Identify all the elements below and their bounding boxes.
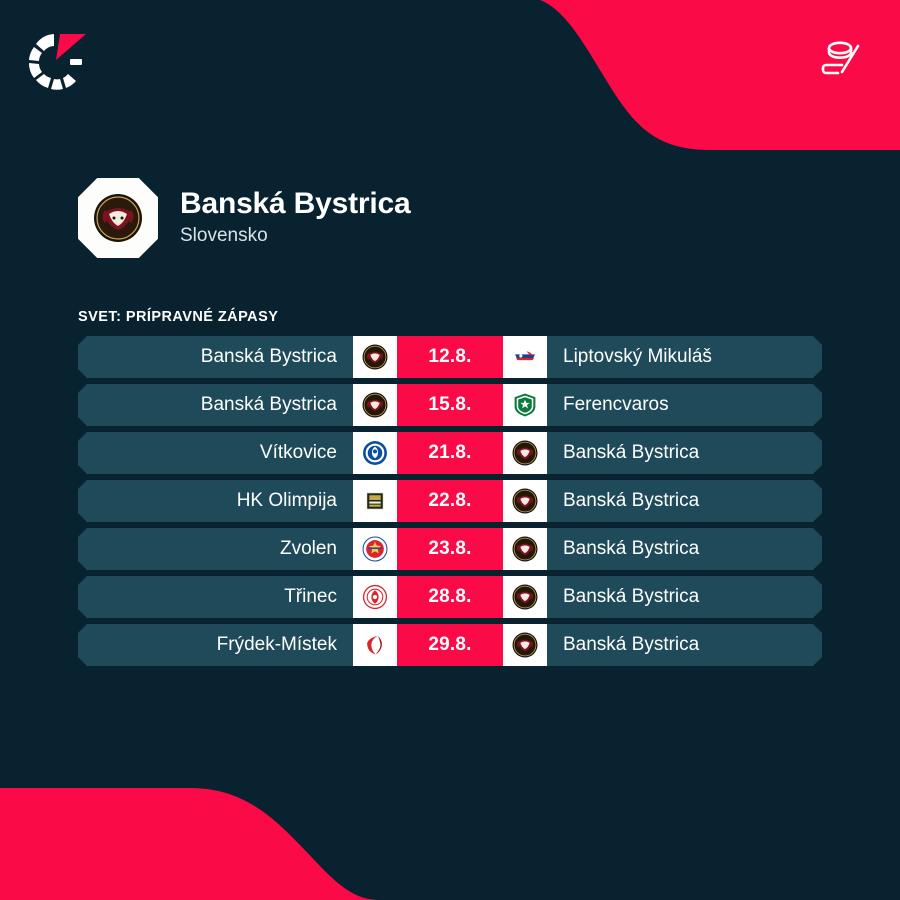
home-team-logo	[353, 528, 397, 570]
away-team-name: Banská Bystrica	[563, 634, 700, 655]
match-row[interactable]: Banská Bystrica 15.8. Ferencvaros	[78, 384, 822, 426]
match-row[interactable]: Banská Bystrica 12.8. Liptovský Mikuláš	[78, 336, 822, 378]
match-date: 21.8.	[397, 432, 503, 474]
team-text: Banská Bystrica Slovensko	[180, 186, 411, 249]
home-team-logo	[353, 336, 397, 378]
home-team-logo	[353, 480, 397, 522]
match-row[interactable]: Zvolen 23.8. Banská Bystrica	[78, 528, 822, 570]
match-date: 12.8.	[397, 336, 503, 378]
home-team-logo	[353, 576, 397, 618]
away-team-logo	[503, 432, 547, 474]
team-header: Banská Bystrica Slovensko	[78, 178, 411, 258]
away-team-logo	[503, 480, 547, 522]
match-row[interactable]: Třinec 28.8. Banská Bystrica	[78, 576, 822, 618]
match-date: 28.8.	[397, 576, 503, 618]
away-team-name: Banská Bystrica	[563, 538, 700, 559]
home-team-name: Banská Bystrica	[200, 346, 337, 367]
team-badge	[78, 178, 158, 258]
home-team-logo	[353, 384, 397, 426]
away-team-name: Ferencvaros	[563, 394, 669, 415]
flashscore-logo	[28, 34, 86, 90]
home-team-name: Zvolen	[279, 538, 337, 559]
match-row[interactable]: Frýdek-Místek 29.8. Banská Bystrica	[78, 624, 822, 666]
match-list: Banská Bystrica 12.8. Liptovský Mikuláš Ban…	[78, 336, 822, 666]
badge-octagon	[78, 178, 158, 258]
home-team-name: Třinec	[284, 586, 337, 607]
match-row[interactable]: Vítkovice 21.8. Banská Bystrica	[78, 432, 822, 474]
home-team-logo	[353, 432, 397, 474]
home-team-name: Banská Bystrica	[200, 394, 337, 415]
match-date: 22.8.	[397, 480, 503, 522]
match-date: 15.8.	[397, 384, 503, 426]
away-team-logo	[503, 576, 547, 618]
home-team-logo	[353, 624, 397, 666]
match-row[interactable]: HK Olimpija 22.8. Banská Bystrica	[78, 480, 822, 522]
home-team-name: Vítkovice	[259, 442, 337, 463]
away-team-logo	[503, 336, 547, 378]
team-country: Slovensko	[180, 225, 268, 247]
match-date: 29.8.	[397, 624, 503, 666]
away-team-logo	[503, 528, 547, 570]
bottom-left-decoration	[0, 788, 380, 900]
home-team-name: Frýdek-Místek	[216, 634, 337, 655]
page-title: Banská Bystrica	[180, 186, 411, 220]
away-team-logo	[503, 624, 547, 666]
away-team-logo	[503, 384, 547, 426]
home-team-name: HK Olimpija	[236, 490, 337, 511]
section-title: SVET: PRÍPRAVNÉ ZÁPASY	[78, 309, 279, 325]
match-date: 23.8.	[397, 528, 503, 570]
away-team-name: Banská Bystrica	[563, 442, 700, 463]
hockey-stick-puck-icon	[821, 41, 860, 75]
away-team-name: Liptovský Mikuláš	[563, 346, 712, 367]
banska-bystrica-crest	[94, 194, 142, 242]
away-team-name: Banská Bystrica	[563, 586, 700, 607]
away-team-name: Banská Bystrica	[563, 490, 700, 511]
